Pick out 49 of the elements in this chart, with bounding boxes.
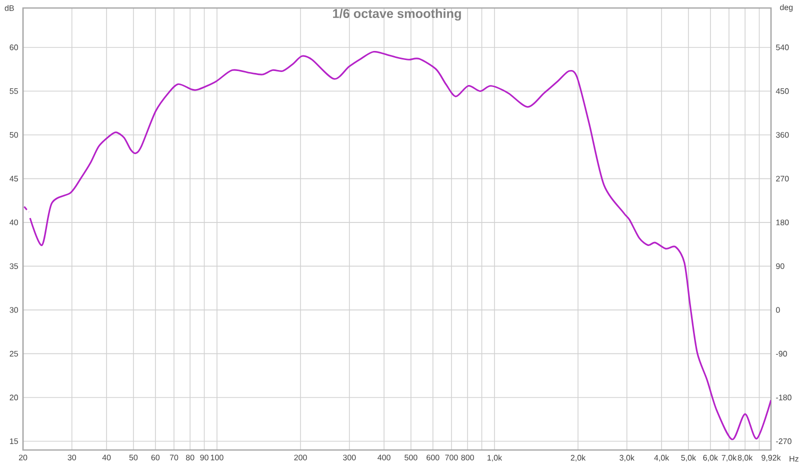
x-tick-label: 5,0k (681, 454, 696, 462)
x-tick-label: 700 (445, 454, 458, 460)
x-tick-label: 9,92k (762, 454, 781, 462)
x-tick-label: 500 (404, 454, 418, 460)
y-tick-label: 50 (10, 132, 18, 138)
y-tick-label: 45 (10, 176, 18, 182)
y2-tick-label: 540 (776, 44, 789, 50)
x-tick-label: 80 (186, 454, 194, 460)
y2-tick-label: 360 (776, 132, 789, 138)
x-tick-label: 200 (294, 454, 307, 460)
y2-tick-label: 180 (776, 220, 789, 226)
x-tick-label: 300 (343, 454, 356, 460)
y-tick-label: 60 (10, 44, 18, 50)
x-tick-label: 8,0k (738, 454, 753, 462)
x-tick-label: 2,0k (570, 454, 586, 462)
x-tick-label: 4,0k (654, 454, 670, 462)
y2-tick-label: -270 (776, 438, 792, 444)
x-tick-label: 50 (129, 454, 138, 460)
y2-tick-label: -90 (776, 350, 787, 357)
y-tick-label: 35 (10, 263, 18, 270)
x-tick-label: 600 (426, 454, 440, 460)
x-tick-label: 7,0k (722, 454, 737, 462)
y2-tick-label: 270 (776, 176, 789, 182)
x-axis-title: Hz (790, 456, 798, 462)
x-tick-label: 1,0k (488, 454, 502, 462)
x-tick-label: 100 (210, 454, 224, 460)
x-tick-label: 60 (151, 454, 160, 460)
y2-tick-label: -180 (776, 394, 792, 400)
x-tick-label: 70 (170, 454, 178, 460)
x-tick-label: 400 (378, 454, 390, 460)
y2-axis-title: deg (780, 4, 793, 12)
y2-tick-label: 90 (776, 263, 784, 270)
y-tick-label: 55 (10, 88, 18, 94)
y2-tick-label: 0 (776, 307, 780, 313)
y-tick-label: 30 (10, 307, 18, 313)
x-tick-label: 30 (68, 454, 76, 460)
x-tick-label: 3,0k (620, 454, 634, 462)
chart-title: 1/6 octave smoothing (333, 8, 461, 21)
y-tick-label: 15 (10, 438, 18, 444)
x-tick-label: 40 (102, 454, 111, 460)
x-tick-label: 6,0k (703, 454, 718, 462)
y-tick-label: 40 (10, 220, 18, 226)
y-tick-label: 20 (10, 394, 18, 400)
y2-tick-label: 450 (776, 88, 789, 94)
x-tick-label: 20 (18, 454, 28, 460)
y-axis-title: dB (4, 5, 14, 11)
y-tick-label: 25 (10, 350, 18, 357)
x-tick-label: 800 (461, 454, 474, 460)
x-tick-label: 90 (200, 454, 208, 460)
